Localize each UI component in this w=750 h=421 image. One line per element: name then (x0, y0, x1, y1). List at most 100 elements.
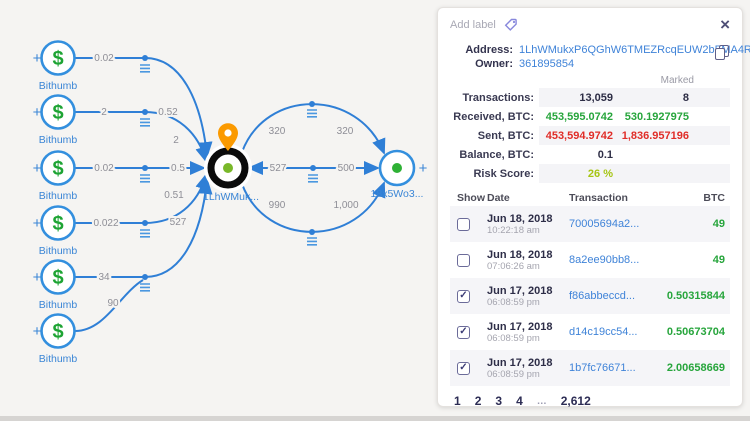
expand-node-button[interactable]: + (33, 269, 42, 286)
show-checkbox[interactable]: ✓ (457, 217, 470, 231)
location-pin-hole (224, 129, 232, 137)
node-bithumb-1[interactable]: $ + Bithumb (33, 40, 78, 93)
show-checkbox[interactable]: ✓ (457, 253, 470, 267)
tx-hash-link[interactable]: 8a2ee90bb8... (569, 254, 640, 266)
stat-row-balance: Balance, BTC: 0.1 (459, 148, 613, 161)
node-bithumb-4[interactable]: $ + Bithumb (33, 205, 78, 258)
expand-node-button[interactable]: + (419, 160, 428, 177)
copy-icon[interactable] (715, 45, 730, 61)
edge-value: 2 (101, 107, 107, 118)
edge-value: 0.022 (93, 218, 118, 229)
dollar-icon: $ (52, 102, 63, 124)
panel-header: Add label × (450, 16, 730, 34)
expand-node-button[interactable]: + (33, 104, 42, 121)
close-icon[interactable]: × (720, 15, 730, 34)
address-detail-panel: Add label × Address: 1LhWMukxP6QGhW6TMEZ… (437, 7, 750, 408)
show-checkbox[interactable]: ✓ (457, 361, 470, 375)
address-label: Address: (465, 44, 513, 56)
tx-hash-link[interactable]: d14c19cc54... (569, 326, 638, 338)
node-bithumb-6[interactable]: $ + Bithumb (33, 313, 78, 366)
edge-waypoint (309, 229, 315, 235)
stat-row-transactions: Transactions: 13,059 8 (450, 88, 730, 107)
node-label: Bithumb (39, 80, 78, 92)
check-icon: ✓ (459, 290, 468, 301)
edge-value: 90 (107, 298, 119, 309)
table-row: ✓ Jun 18, 2018 10:22:18 am 70005694a2...… (450, 206, 730, 242)
tx-hash-link[interactable]: 70005694a2... (569, 218, 640, 230)
edge-txlist-icon[interactable] (139, 174, 151, 183)
show-checkbox[interactable]: ✓ (457, 325, 470, 339)
stat-value: 0.1 (597, 148, 613, 161)
edge-bithumb-5[interactable] (75, 178, 213, 278)
tx-time: 10:22:18 am (487, 224, 540, 236)
node-label: 18x5Wo3... (371, 188, 424, 200)
page-button-last[interactable]: 2,612 (560, 394, 591, 408)
address-link[interactable]: 1LhWMukxP6QGhW6TMEZRcqEUW2bFMA4Rwx (519, 44, 750, 56)
edge-txlist-icon[interactable] (306, 237, 318, 246)
tx-date: Jun 18, 2018 (487, 212, 553, 225)
edge-flow-top[interactable] (241, 103, 386, 155)
column-header-show: Show (457, 192, 485, 204)
tx-hash-link[interactable]: 1b7fc76671... (569, 362, 636, 374)
check-icon: ✓ (459, 362, 468, 373)
edge-txlist-icon[interactable] (139, 64, 151, 73)
column-header-transaction: Transaction (569, 192, 628, 204)
expand-node-button[interactable]: + (33, 160, 42, 177)
address-row: Address: 1LhWMukxP6QGhW6TMEZRcqEUW2bFMA4… (450, 43, 750, 57)
tx-time: 06:08:59 pm (487, 368, 540, 380)
location-pin-icon (218, 123, 238, 151)
edge-txlist-icon[interactable] (306, 109, 318, 118)
page-button-2[interactable]: 2 (474, 394, 482, 408)
page-button-4[interactable]: 4 (516, 394, 523, 408)
tx-btc-amount: 2.00658669 (666, 362, 725, 374)
edge-value: 527 (170, 217, 187, 228)
tx-hash-link[interactable]: f86abbeccd... (569, 290, 636, 302)
edge-txlist-icon[interactable] (139, 229, 151, 238)
edge-txlist-icon[interactable] (139, 283, 151, 292)
owner-link[interactable]: 361895854 (519, 58, 575, 70)
transactions-table: Show Date Transaction BTC ✓ Jun 18, 2018… (450, 190, 730, 386)
table-row: ✓ Jun 17, 2018 06:08:59 pm f86abbeccd...… (450, 278, 730, 314)
edge-value: 0.52 (158, 107, 178, 118)
node-selected-address[interactable]: 1LhWMuk... (203, 123, 259, 203)
expand-node-button[interactable]: + (33, 50, 42, 67)
column-header-btc: BTC (703, 192, 725, 204)
edge-value: 500 (338, 163, 355, 174)
show-checkbox[interactable]: ✓ (457, 289, 470, 303)
node-bithumb-5[interactable]: $ + Bithumb (33, 259, 78, 312)
edge-bithumb-1[interactable] (75, 57, 213, 158)
page-button-3[interactable]: 3 (495, 394, 503, 408)
expand-node-button[interactable]: + (33, 323, 42, 340)
edge-waypoint (142, 165, 148, 171)
marked-header-row: Marked (450, 73, 730, 88)
stats-table: Transactions: 13,059 8 Received, BTC: 45… (450, 88, 730, 183)
edge-waypoint (310, 165, 316, 171)
edge-value: 320 (337, 126, 354, 137)
owner-row: Owner: 361895854 (450, 57, 730, 71)
edge-flow-bottom[interactable] (241, 181, 386, 233)
column-header-date: Date (487, 192, 510, 204)
expand-node-button[interactable]: + (33, 215, 42, 232)
marked-column-header: Marked (660, 75, 694, 86)
node-right-address[interactable]: + 18x5Wo3... (371, 149, 428, 200)
node-label: Bithumb (39, 190, 78, 202)
edge-waypoint (142, 109, 148, 115)
node-bithumb-2[interactable]: $ + Bithumb (33, 94, 78, 147)
node-bithumb-3[interactable]: $ + Bithumb (33, 150, 78, 203)
edge-txlist-icon[interactable] (139, 118, 151, 127)
tag-icon[interactable] (504, 18, 518, 32)
edge-txlist-icon[interactable] (307, 174, 319, 183)
edge-value: 990 (269, 200, 286, 211)
edge-value: 0.5 (171, 163, 185, 174)
edge-value: 1,000 (333, 200, 358, 211)
tx-date: Jun 17, 2018 (487, 320, 553, 333)
add-label-button[interactable]: Add label (450, 19, 496, 31)
table-row: ✓ Jun 17, 2018 06:08:59 pm 1b7fc76671...… (450, 350, 730, 386)
tx-btc-amount: 49 (712, 218, 725, 230)
stat-value: 453,594.9742 (545, 129, 613, 142)
edge-value: 34 (98, 272, 110, 283)
page-button-1[interactable]: 1 (454, 394, 461, 408)
edge-bithumb-6[interactable] (74, 279, 144, 332)
table-row: ✓ Jun 17, 2018 06:08:59 pm d14c19cc54...… (450, 314, 730, 350)
